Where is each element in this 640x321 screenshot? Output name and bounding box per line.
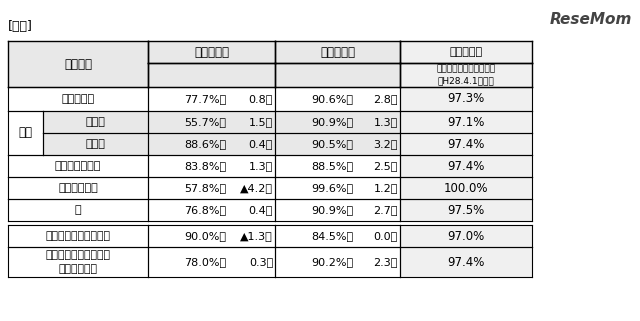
Text: 88.6%（: 88.6%（ [184,139,226,149]
Text: 90.9%（: 90.9%（ [311,117,353,127]
Text: 90.0%（: 90.0%（ [184,231,226,241]
Bar [148,111,275,133]
Text: 1.3）: 1.3） [249,161,273,171]
Text: 計: 計 [75,205,81,215]
Text: 90.5%（: 90.5%（ [311,139,353,149]
Text: 専修学校（専門課程）
を含めた総計: 専修学校（専門課程） を含めた総計 [45,250,111,273]
Text: 就職希望率: 就職希望率 [194,46,229,58]
Text: 97.3%: 97.3% [447,92,484,106]
Text: 専修学校（専門課程）: 専修学校（専門課程） [45,231,111,241]
Bar [43,133,148,155]
Text: 1.3）: 1.3） [374,117,398,127]
Text: 1.2）: 1.2） [374,183,398,193]
Text: 2.5）: 2.5） [374,161,398,171]
Bar [148,41,275,63]
Text: ＜参　考＞: ＜参 考＞ [449,47,483,57]
Text: 90.2%（: 90.2%（ [311,257,353,267]
Text: 区　　分: 区 分 [64,57,92,71]
Text: 57.8%（: 57.8%（ [184,183,226,193]
Text: 0.3）: 0.3） [249,257,273,267]
Bar [148,63,275,87]
Bar [400,199,532,221]
Text: 0.8）: 0.8） [248,94,273,104]
Bar [400,111,532,133]
Text: 大　　　学: 大 学 [61,94,95,104]
Text: 97.5%: 97.5% [447,204,484,216]
Bar [275,133,400,155]
Bar [400,133,532,155]
Text: 97.1%: 97.1% [447,116,484,128]
Text: 就職内定率: 就職内定率 [320,46,355,58]
Text: 78.0%（: 78.0%（ [184,257,226,267]
Bar [400,177,532,199]
Text: 2.8）: 2.8） [374,94,398,104]
Text: 2.3）: 2.3） [374,257,398,267]
Text: 90.6%（: 90.6%（ [311,94,353,104]
Text: 1.5）: 1.5） [249,117,273,127]
Text: 短　期　大　学: 短 期 大 学 [55,161,101,171]
Bar [148,133,275,155]
Text: うち: うち [19,126,33,140]
Text: 0.4）: 0.4） [248,139,273,149]
Text: 97.4%: 97.4% [447,160,484,172]
Text: 前年度卒業学生の就職率
（H28.4.1現在）: 前年度卒業学生の就職率 （H28.4.1現在） [436,65,495,85]
Text: 0.4）: 0.4） [248,205,273,215]
Text: 私　立: 私 立 [86,139,106,149]
Bar [8,41,148,87]
Text: 高等専門学校: 高等専門学校 [58,183,98,193]
Text: 84.5%（: 84.5%（ [311,231,353,241]
Bar [400,87,532,111]
Bar [400,247,532,277]
Text: 83.8%（: 83.8%（ [184,161,226,171]
Text: 99.6%（: 99.6%（ [311,183,353,193]
Bar [275,63,400,87]
Bar [43,111,148,133]
Text: 100.0%: 100.0% [444,181,488,195]
Text: 97.4%: 97.4% [447,256,484,268]
Text: 97.4%: 97.4% [447,137,484,151]
Text: 90.9%（: 90.9%（ [311,205,353,215]
Text: ▲4.2）: ▲4.2） [240,183,273,193]
Text: 97.0%: 97.0% [447,230,484,242]
Text: 77.7%（: 77.7%（ [184,94,226,104]
Text: 0.0）: 0.0） [374,231,398,241]
Text: 3.2）: 3.2） [374,139,398,149]
Text: ReseMom: ReseMom [550,12,632,27]
Bar [400,225,532,247]
Text: 76.8%（: 76.8%（ [184,205,226,215]
Text: 2.7）: 2.7） [374,205,398,215]
Bar [400,41,532,63]
Bar [400,155,532,177]
Bar [400,63,532,87]
Text: ▲1.3）: ▲1.3） [240,231,273,241]
Text: 88.5%（: 88.5%（ [311,161,353,171]
Text: [全体]: [全体] [8,20,33,33]
Text: 55.7%（: 55.7%（ [184,117,226,127]
Text: 国公立: 国公立 [86,117,106,127]
Bar [275,111,400,133]
Bar [275,41,400,63]
